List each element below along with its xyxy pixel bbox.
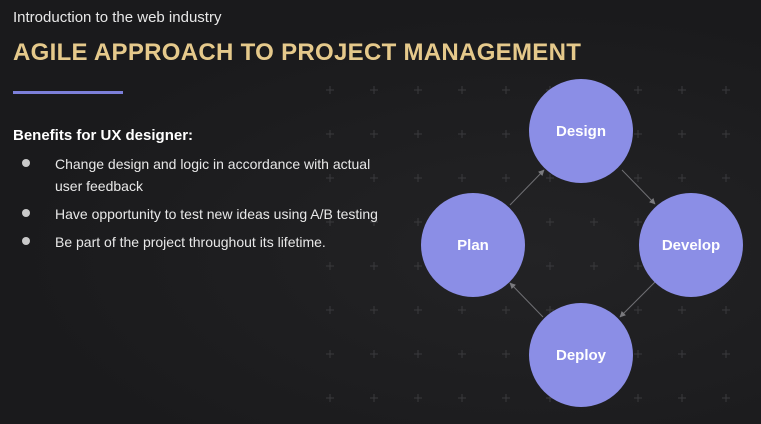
list-item: Change design and logic in accordance wi… bbox=[22, 153, 392, 197]
list-item: Have opportunity to test new ideas using… bbox=[22, 203, 392, 225]
node-deploy: Deploy bbox=[529, 303, 633, 407]
benefits-heading: Benefits for UX designer: bbox=[13, 127, 194, 144]
slide-kicker: Introduction to the web industry bbox=[13, 9, 222, 26]
node-plan: Plan bbox=[421, 193, 525, 297]
node-design: Design bbox=[529, 79, 633, 183]
edge-develop-deploy bbox=[619, 281, 656, 318]
bullet-icon bbox=[22, 209, 30, 217]
slide-title: AGILE APPROACH TO PROJECT MANAGEMENT bbox=[13, 39, 582, 66]
benefits-list: Change design and logic in accordance wi… bbox=[22, 153, 392, 259]
node-develop: Develop bbox=[639, 193, 743, 297]
list-item-text: Have opportunity to test new ideas using… bbox=[55, 206, 378, 222]
bullet-icon bbox=[22, 159, 30, 167]
edge-deploy-plan bbox=[509, 282, 544, 318]
list-item-text: Be part of the project throughout its li… bbox=[55, 234, 326, 250]
edge-design-develop bbox=[621, 169, 656, 205]
node-label-plan: Plan bbox=[457, 237, 489, 254]
title-underline bbox=[13, 91, 123, 94]
list-item: Be part of the project throughout its li… bbox=[22, 231, 392, 253]
list-item-text: Change design and logic in accordance wi… bbox=[55, 156, 371, 194]
node-label-develop: Develop bbox=[662, 237, 720, 254]
edge-plan-design bbox=[509, 169, 545, 206]
bullet-icon bbox=[22, 237, 30, 245]
node-label-deploy: Deploy bbox=[556, 347, 607, 364]
node-label-design: Design bbox=[556, 123, 606, 140]
